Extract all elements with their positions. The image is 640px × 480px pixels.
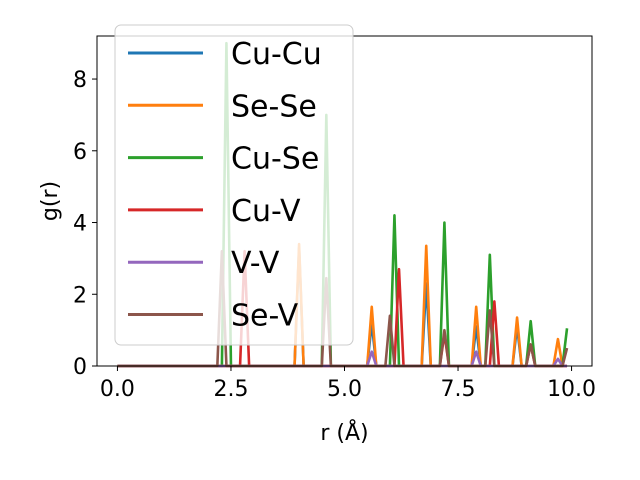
x-axis-label: r (Å) (320, 419, 368, 446)
legend: Cu-Cu Se-Se Cu-Se Cu-V V-V Se-V (114, 24, 354, 346)
y-tick-label: 4 (73, 212, 87, 237)
y-tick-label: 6 (73, 140, 87, 165)
legend-label-cu-v: Cu-V (231, 194, 301, 229)
legend-label-se-v: Se-V (231, 299, 299, 334)
y-axis-label: g(r) (38, 181, 63, 221)
y-axis: 0 2 4 6 8 (73, 68, 97, 380)
x-tick-label: 2.5 (213, 377, 248, 402)
x-tick-label: 7.5 (441, 377, 476, 402)
y-tick-label: 0 (73, 355, 87, 380)
y-tick-label: 8 (73, 68, 87, 93)
legend-label-v-v: V-V (231, 246, 280, 281)
y-tick-label: 2 (73, 283, 87, 308)
legend-label-se-se: Se-Se (231, 89, 317, 124)
legend-label-cu-cu: Cu-Cu (231, 37, 322, 72)
x-axis: 0.0 2.5 5.0 7.5 10.0 (100, 366, 596, 402)
legend-box (114, 24, 354, 346)
x-tick-label: 5.0 (327, 377, 362, 402)
x-tick-label: 0.0 (100, 377, 135, 402)
legend-label-cu-se: Cu-Se (231, 142, 319, 177)
x-tick-label: 10.0 (547, 377, 596, 402)
